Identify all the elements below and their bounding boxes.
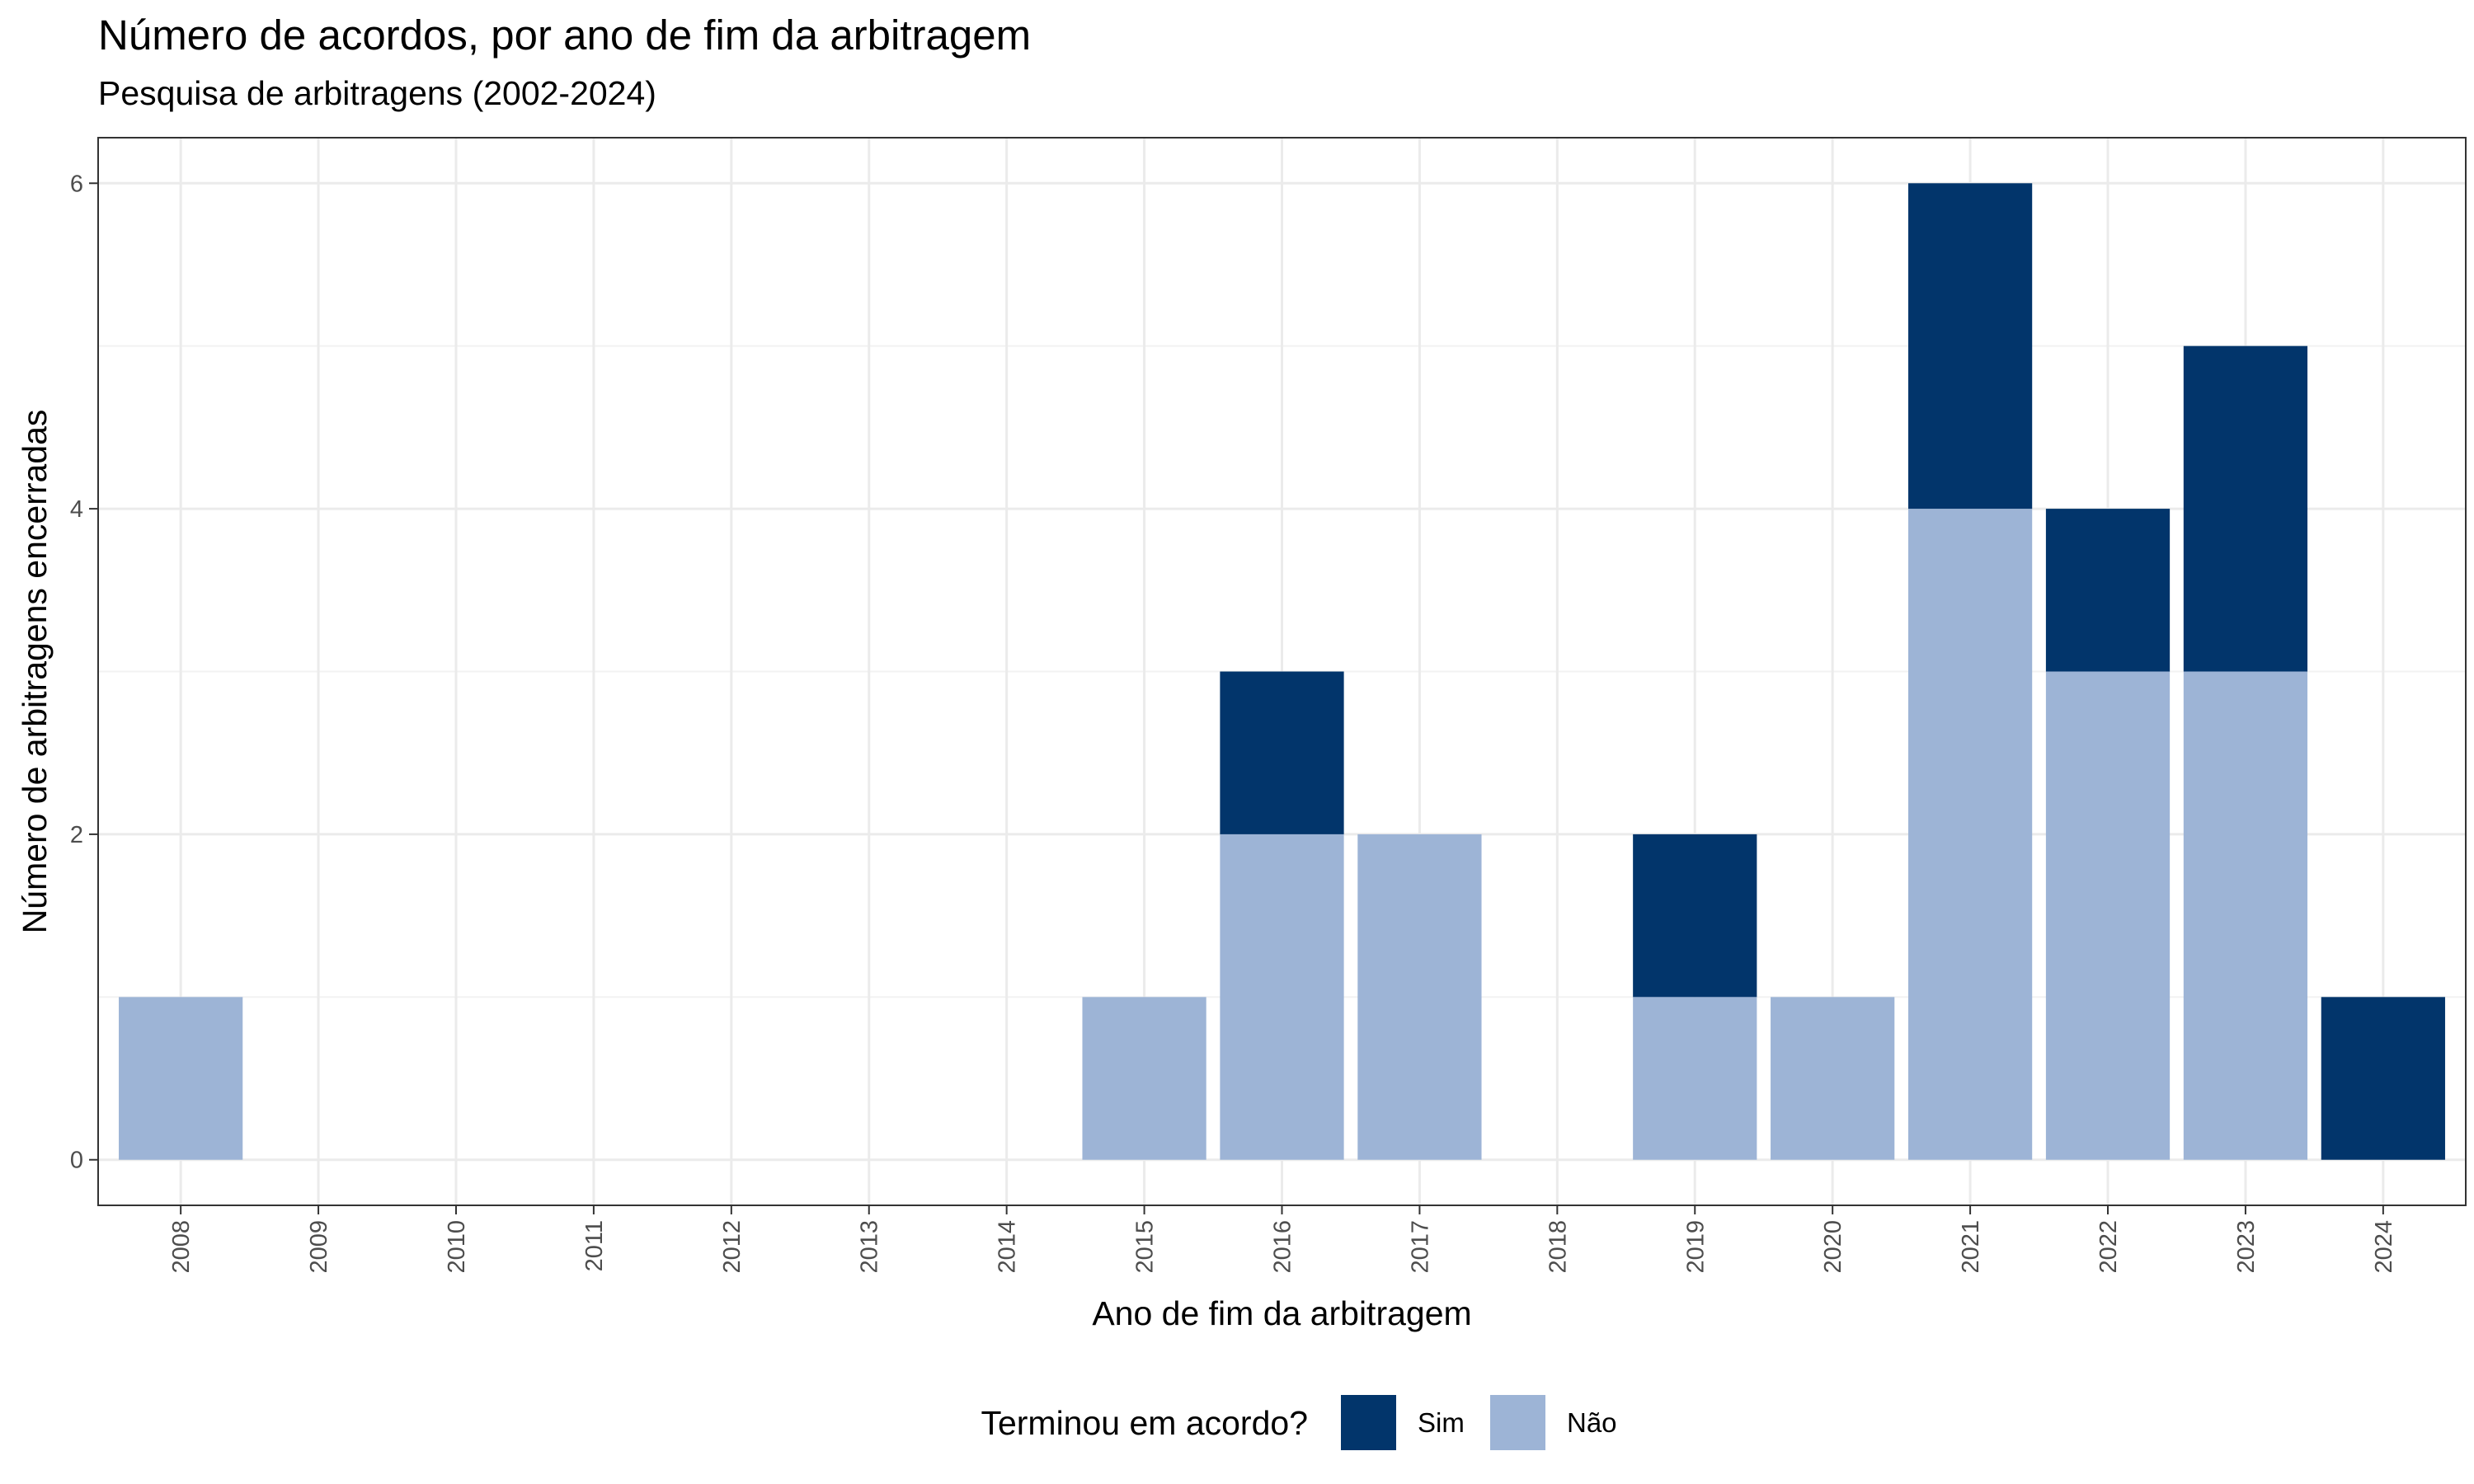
y-axis-title: Número de arbitragens encerradas xyxy=(16,410,54,934)
bar-nao-2020 xyxy=(1771,997,1895,1160)
x-tick-label: 2020 xyxy=(1820,1220,1846,1274)
x-tick-label: 2010 xyxy=(444,1220,470,1274)
bars xyxy=(119,183,2445,1160)
x-tick-label: 2008 xyxy=(168,1220,195,1274)
x-tick-label: 2019 xyxy=(1682,1220,1709,1274)
x-tick-label: 2012 xyxy=(719,1220,745,1274)
bar-nao-2021 xyxy=(1907,509,2033,1160)
bar-nao-2023 xyxy=(2183,671,2308,1160)
x-tick-label: 2013 xyxy=(857,1220,883,1274)
x-tick-label: 2022 xyxy=(2095,1220,2122,1274)
x-tick-label: 2021 xyxy=(1958,1220,1984,1274)
legend-title: Terminou em acordo? xyxy=(981,1404,1308,1442)
y-axis-ticks: 0 2 4 6 xyxy=(70,171,98,1174)
bar-sim-2016 xyxy=(1220,671,1344,834)
x-tick-label: 2023 xyxy=(2233,1220,2260,1274)
y-tick-label: 0 xyxy=(70,1148,83,1174)
bar-nao-2015 xyxy=(1082,997,1206,1160)
legend-label-nao: Não xyxy=(1567,1407,1617,1438)
x-axis-ticks: 2008 2009 2010 2011 2012 2013 2014 2015 2016 2017… xyxy=(168,1205,2397,1274)
bar-nao-2022 xyxy=(2045,671,2171,1160)
x-tick-label: 2014 xyxy=(995,1220,1021,1274)
bar-sim-2019 xyxy=(1633,834,1757,998)
y-tick-label: 4 xyxy=(70,496,83,523)
legend-label-sim: Sim xyxy=(1418,1407,1465,1438)
x-tick-label: 2018 xyxy=(1545,1220,1571,1274)
legend-key-nao xyxy=(1490,1395,1545,1450)
bar-nao-2017 xyxy=(1357,834,1482,1160)
chart-title: Número de acordos, por ano de fim da arb… xyxy=(98,12,1032,59)
bar-sim-2022 xyxy=(2045,509,2171,672)
bar-sim-2024 xyxy=(2321,997,2445,1160)
x-tick-label: 2015 xyxy=(1132,1220,1159,1274)
bar-nao-2016 xyxy=(1220,834,1344,1160)
x-tick-label: 2016 xyxy=(1270,1220,1296,1274)
legend: Terminou em acordo? Sim Não xyxy=(981,1395,1617,1450)
y-tick-label: 2 xyxy=(70,822,83,848)
x-tick-label: 2009 xyxy=(306,1220,332,1274)
bar-sim-2021 xyxy=(1907,183,2033,510)
bar-sim-2023 xyxy=(2183,345,2308,672)
chart-subtitle: Pesquisa de arbitragens (2002-2024) xyxy=(98,74,656,112)
bar-nao-2008 xyxy=(119,997,243,1160)
y-tick-label: 6 xyxy=(70,171,83,197)
x-tick-label: 2024 xyxy=(2371,1220,2397,1274)
bar-nao-2019 xyxy=(1633,997,1757,1160)
x-axis-title: Ano de fim da arbitragem xyxy=(1092,1294,1471,1332)
x-tick-label: 2017 xyxy=(1407,1220,1433,1274)
x-tick-label: 2011 xyxy=(581,1220,608,1271)
legend-key-sim xyxy=(1341,1395,1396,1450)
